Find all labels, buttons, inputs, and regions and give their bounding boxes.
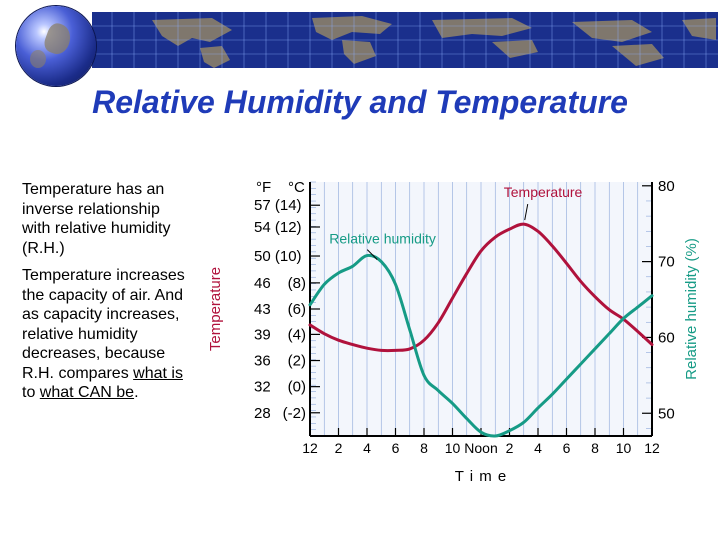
annotation-temperature: Temperature xyxy=(504,184,583,200)
temperature-line xyxy=(308,222,654,353)
annotation-relative-humidity: Relative humidity xyxy=(329,231,436,247)
x-tick-label: 6 xyxy=(563,440,571,456)
left-tick-label-f: 28 xyxy=(254,405,271,422)
right-tick-label: 50 xyxy=(658,405,675,422)
right-tick-label: 60 xyxy=(658,329,675,346)
left-tick-label-c: (6) xyxy=(288,301,306,318)
humidity-temperature-chart: °F °C57 (14)54 (12)50 (10)46 (8)43 (6)39 (4)… xyxy=(207,178,700,485)
x-tick-label: 8 xyxy=(420,440,428,456)
x-tick-label: 10 xyxy=(445,440,461,456)
right-tick-label: 70 xyxy=(658,254,675,271)
world-map-banner xyxy=(92,12,718,68)
left-tick-label-f: 36 xyxy=(254,353,271,370)
x-tick-label: 2 xyxy=(506,440,514,456)
globe-icon xyxy=(16,6,96,86)
left-tick-label: 54 (12) xyxy=(254,219,302,236)
x-tick-label: 4 xyxy=(534,440,542,456)
x-tick-label: 12 xyxy=(644,440,660,456)
x-tick-label: 8 xyxy=(591,440,599,456)
x-tick-label: 10 xyxy=(616,440,632,456)
x-tick-label: 12 xyxy=(302,440,318,456)
left-tick-label: 50 (10) xyxy=(254,248,302,265)
slide-title: Relative Humidity and Temperature xyxy=(92,84,628,120)
paragraph-inverse-relationship: Temperature has an inverse relationship … xyxy=(22,181,171,257)
underlined-what-is: what is xyxy=(133,364,183,382)
slide-body: Temperature has an inverse relationship … xyxy=(22,180,190,411)
left-tick-label-c: (-2) xyxy=(283,405,306,422)
left-axis-header-c: °C xyxy=(288,179,305,196)
x-axis-label: T i m e xyxy=(455,468,508,485)
left-tick-label-c: (0) xyxy=(288,379,306,396)
left-tick-label-f: 43 xyxy=(254,301,271,318)
right-axis-label: Relative humidity (%) xyxy=(683,238,700,380)
x-tick-label: Noon xyxy=(464,440,497,456)
left-axis-header-f: °F xyxy=(256,179,271,196)
left-tick-label-f: 32 xyxy=(254,379,271,396)
paragraph-capacity: Temperature increases the capacity of ai… xyxy=(22,266,190,403)
underlined-what-can-be: what CAN be xyxy=(39,384,135,401)
x-tick-label: 2 xyxy=(335,440,343,456)
left-axis-label: Temperature xyxy=(207,267,224,351)
left-tick-label-c: (8) xyxy=(288,275,306,292)
left-tick-label-f: 46 xyxy=(254,275,271,292)
x-tick-label: 4 xyxy=(363,440,371,456)
annotation-leader xyxy=(366,249,378,260)
right-tick-label: 80 xyxy=(658,178,675,195)
left-tick-label-c: (2) xyxy=(288,353,306,370)
left-tick-label-f: 39 xyxy=(254,326,271,343)
paragraph-text: to xyxy=(22,384,40,401)
paragraph-text: Temperature increases the capacity of ai… xyxy=(22,267,185,382)
left-tick-label: 57 (14) xyxy=(254,197,302,214)
relative-humidity-line xyxy=(308,253,654,438)
x-tick-label: 6 xyxy=(392,440,400,456)
left-tick-label-c: (4) xyxy=(288,326,306,343)
paragraph-text: . xyxy=(134,384,139,401)
annotation-leader xyxy=(524,203,529,221)
world-map-icon xyxy=(92,12,718,68)
